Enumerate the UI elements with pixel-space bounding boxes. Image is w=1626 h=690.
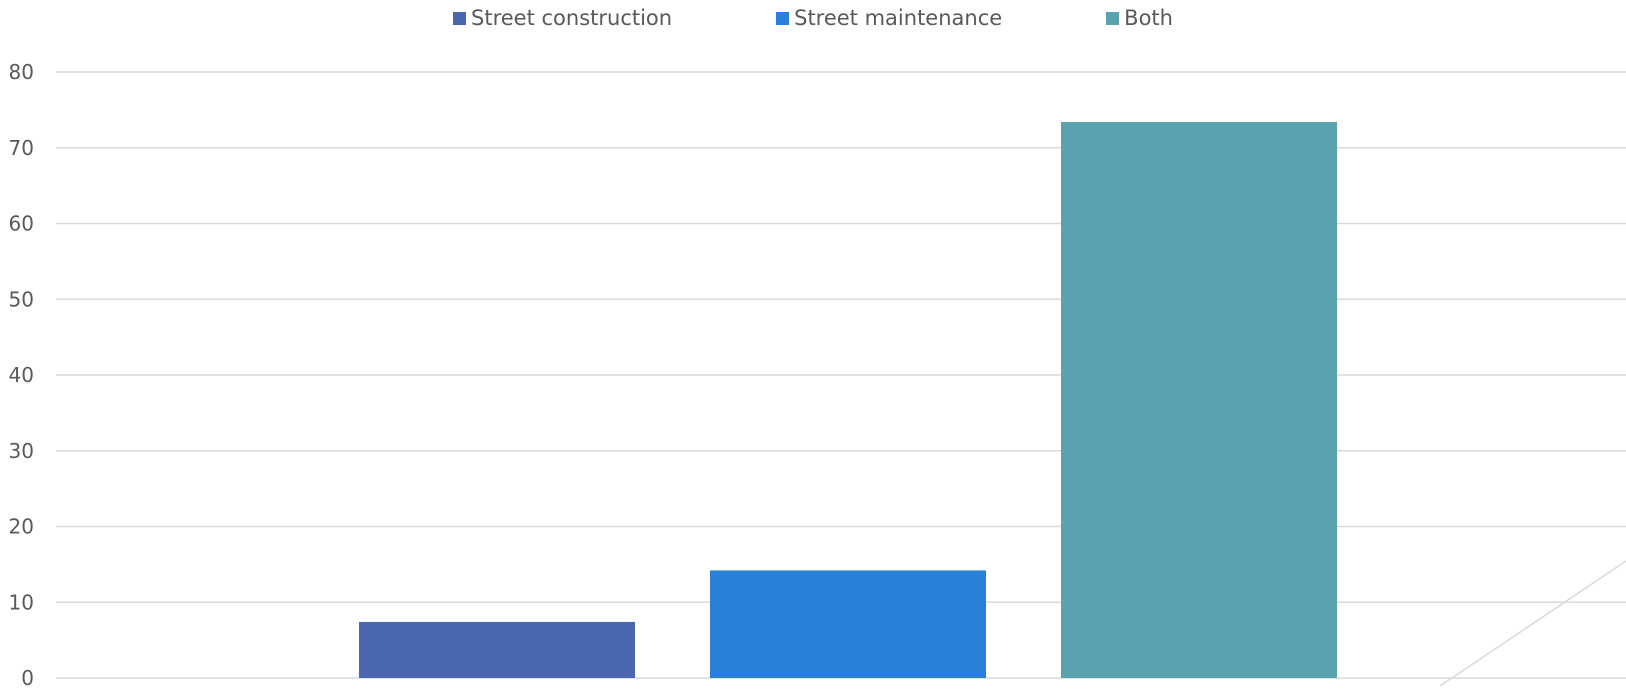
y-tick-label-50: 50 bbox=[9, 287, 34, 311]
legend-swatch-street-construction bbox=[453, 11, 467, 25]
y-tick-label-80: 80 bbox=[9, 60, 34, 84]
legend-label-street-maintenance: Street maintenance bbox=[794, 6, 1003, 30]
y-tick-label-30: 30 bbox=[9, 439, 34, 463]
gridlines bbox=[56, 71, 1626, 679]
y-tick-label-60: 60 bbox=[9, 212, 34, 236]
bars bbox=[359, 121, 1337, 679]
y-axis-ticks: 0 10 20 30 40 50 60 70 80 bbox=[9, 60, 34, 690]
legend-item-street-maintenance: Street maintenance bbox=[776, 6, 1002, 30]
decorative-diagonal-line bbox=[1439, 560, 1626, 687]
bar-both bbox=[1061, 121, 1337, 679]
legend-label-both: Both bbox=[1124, 6, 1173, 30]
y-tick-label-40: 40 bbox=[9, 363, 34, 387]
bar-street-maintenance bbox=[710, 570, 986, 678]
y-tick-label-10: 10 bbox=[9, 590, 34, 614]
chart-legend: Street construction Street maintenance B… bbox=[0, 6, 1626, 30]
y-tick-label-0: 0 bbox=[21, 666, 34, 686]
legend-item-street-construction: Street construction bbox=[453, 6, 672, 30]
y-tick-label-20: 20 bbox=[9, 515, 34, 539]
legend-swatch-street-maintenance bbox=[776, 11, 790, 25]
legend-item-both: Both bbox=[1106, 6, 1173, 30]
bar-street-construction bbox=[359, 621, 635, 678]
legend-label-street-construction: Street construction bbox=[471, 6, 673, 30]
y-tick-label-70: 70 bbox=[9, 136, 34, 160]
legend-swatch-both bbox=[1106, 11, 1120, 25]
